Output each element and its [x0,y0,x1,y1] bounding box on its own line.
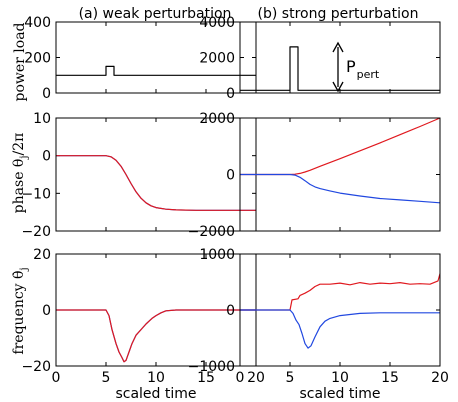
panel-phase-strong: −2000 0 2000 [188,111,441,240]
series-line-2 [56,155,256,211]
ytick-label: 1000 [199,247,235,263]
ytick-label: 2000 [199,51,235,67]
xtick-label: 5 [286,370,295,386]
xtick-label: 0 [236,370,245,386]
ytick-label: 0 [226,303,235,319]
xtick-label: 15 [197,370,215,386]
p-pert-arrowhead-down [332,81,344,93]
axes-frame [239,117,441,232]
series-line-2 [240,173,441,204]
xaxis-label: scaled time [115,386,196,402]
title-weak: (a) weak perturbation [79,6,232,22]
series-line-1 [240,273,441,311]
series-line-1 [56,65,256,76]
panel-power-strong: 0 2000 4000 [199,15,441,102]
ylabel-phase: phase θj/2π [11,133,30,214]
ytick-label: 0 [42,303,51,319]
ytick-label: −20 [21,224,51,240]
ytick-label: 0 [42,149,51,165]
ytick-label: 0 [226,86,235,102]
series-line-1 [240,117,441,176]
xtick-label: 20 [431,370,449,386]
xtick-label: 10 [147,370,165,386]
ytick-label: 400 [24,15,51,31]
p-pert-annotation: Ppert [332,41,380,93]
panels: 0200400020004000−20−10010−200002000−2002… [21,15,448,402]
ytick-label: 200 [24,51,51,67]
ytick-label: −10 [21,186,51,202]
ytick-label: 20 [33,247,51,263]
xtick-label: 10 [331,370,349,386]
title-strong: (b) strong perturbation [258,6,419,22]
axes-frame [239,21,441,94]
axes-frame [239,253,441,367]
ytick-label: 4000 [199,15,235,31]
xaxis-label: scaled time [299,386,380,402]
ytick-label: 0 [42,86,51,102]
ytick-label: −1000 [188,359,235,375]
ytick-label: 0 [226,168,235,184]
ytick-label: 2000 [199,111,235,127]
ytick-label: −2000 [188,224,235,240]
series-line-2 [240,309,440,349]
ylabel-frequency: frequency θ̇j [11,267,30,354]
panel-power-weak: 0 200 400 [24,15,257,102]
xtick-label: 20 [247,370,265,386]
axes-frame [55,21,257,94]
xtick-label: 5 [102,370,111,386]
panel-phase-weak: −20 −10 0 10 [21,111,257,240]
p-pert-arrowhead-up [332,41,344,53]
xtick-label: 0 [52,370,61,386]
xtick-label: 15 [381,370,399,386]
series-line-1 [240,46,440,91]
ylabel-power: power load [12,22,28,101]
ytick-label: 10 [33,111,51,127]
series-line-2 [56,309,256,363]
ytick-label: −20 [21,359,51,375]
p-pert-label: Ppert [346,57,380,81]
